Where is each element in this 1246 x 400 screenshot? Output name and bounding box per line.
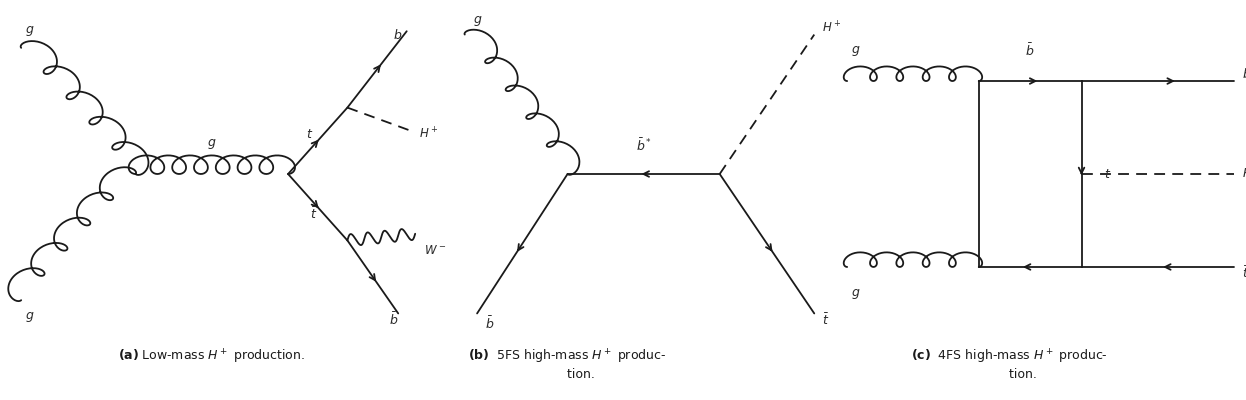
Text: $b$: $b$ <box>394 28 402 42</box>
Text: $\mathbf{(c)}$  4FS high-mass $H^+$ produc-
       tion.: $\mathbf{(c)}$ 4FS high-mass $H^+$ produ… <box>911 348 1108 381</box>
Text: $t$: $t$ <box>1104 168 1111 180</box>
Text: $g$: $g$ <box>25 24 35 38</box>
Text: $W^-$: $W^-$ <box>424 244 446 257</box>
Text: $t$: $t$ <box>305 128 313 141</box>
Text: $\bar{b}$: $\bar{b}$ <box>389 312 399 328</box>
Text: $H^+$: $H^+$ <box>1242 166 1246 182</box>
Text: $\bar{b}$: $\bar{b}$ <box>1025 43 1034 60</box>
Text: $g$: $g$ <box>851 44 861 58</box>
Text: $\mathbf{(a)}$ Low-mass $H^+$ production.: $\mathbf{(a)}$ Low-mass $H^+$ production… <box>118 348 305 366</box>
Text: $\bar{t}$: $\bar{t}$ <box>1242 266 1246 281</box>
Text: $b$: $b$ <box>1242 67 1246 81</box>
Text: $H^+$: $H^+$ <box>822 20 842 36</box>
Text: $g$: $g$ <box>851 286 861 300</box>
Text: $g$: $g$ <box>473 14 482 28</box>
Text: $H^+$: $H^+$ <box>420 126 439 142</box>
Text: $\bar{b}^*$: $\bar{b}^*$ <box>635 138 652 154</box>
Text: $g$: $g$ <box>25 310 35 324</box>
Text: $\bar{t}$: $\bar{t}$ <box>310 206 318 222</box>
Text: $\mathbf{(b)}$  5FS high-mass $H^+$ produc-
       tion.: $\mathbf{(b)}$ 5FS high-mass $H^+$ produ… <box>467 348 667 381</box>
Text: $\bar{t}$: $\bar{t}$ <box>822 312 830 328</box>
Text: $\bar{b}$: $\bar{b}$ <box>485 315 495 332</box>
Text: $g$: $g$ <box>207 137 217 151</box>
